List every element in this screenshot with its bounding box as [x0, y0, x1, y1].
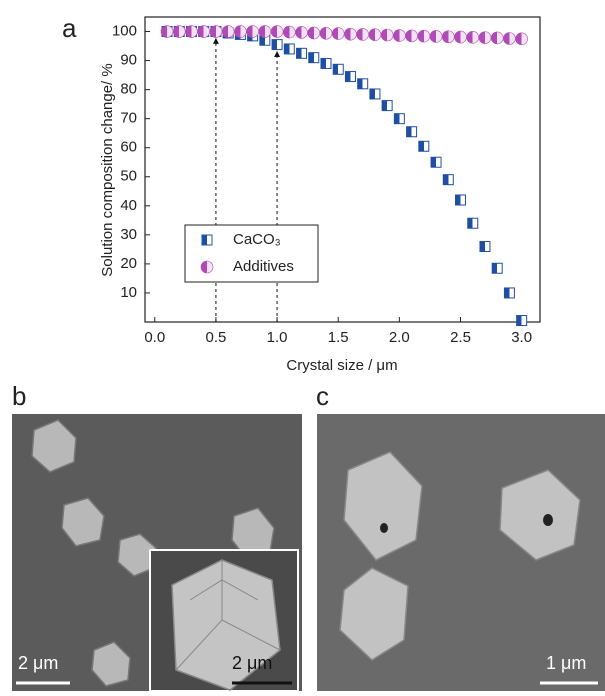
- pore: [380, 523, 388, 533]
- marker-circle: [503, 32, 515, 44]
- legend-label: CaCO₃: [233, 231, 281, 248]
- marker-circle: [418, 30, 430, 42]
- y-tick-label: 20: [120, 255, 137, 272]
- marker-square: [345, 72, 355, 82]
- marker-circle: [296, 26, 308, 38]
- y-tick-label: 50: [120, 168, 137, 185]
- marker-square: [394, 114, 404, 124]
- marker-square: [309, 53, 319, 63]
- marker-square: [492, 263, 502, 273]
- marker-circle: [210, 26, 222, 38]
- y-tick-label: 10: [120, 284, 137, 301]
- inset-scale-label: 2 μm: [232, 653, 272, 673]
- pore: [543, 514, 553, 526]
- x-tick-label: 0.5: [205, 329, 226, 346]
- marker-square: [480, 241, 490, 251]
- x-tick-label: 0.0: [144, 329, 165, 346]
- marker-circle: [381, 29, 393, 41]
- marker-circle: [173, 26, 185, 38]
- x-tick-label: 1.5: [328, 329, 349, 346]
- y-tick-label: 30: [120, 226, 137, 243]
- legend-marker: [202, 235, 212, 245]
- marker-circle: [516, 33, 528, 45]
- y-tick-label: 70: [120, 110, 137, 127]
- scale-label: 1 μm: [546, 653, 586, 673]
- panel-label: b: [12, 381, 26, 411]
- x-axis-label: Crystal size / μm: [286, 357, 397, 374]
- marker-square: [443, 175, 453, 185]
- marker-square: [431, 157, 441, 167]
- marker-circle: [271, 26, 283, 38]
- marker-square: [419, 141, 429, 151]
- marker-circle: [344, 28, 356, 40]
- panel-label: c: [316, 381, 329, 411]
- marker-square: [456, 195, 466, 205]
- marker-circle: [442, 31, 454, 43]
- marker-square: [321, 58, 331, 68]
- marker-square: [468, 218, 478, 228]
- marker-square: [333, 64, 343, 74]
- marker-circle: [467, 31, 479, 43]
- figure: a Solution composition change/ % Crystal…: [0, 0, 605, 691]
- marker-square: [297, 48, 307, 58]
- x-tick-label: 2.5: [450, 329, 471, 346]
- panel-c: c 1 μm: [316, 381, 605, 691]
- marker-circle: [393, 30, 405, 42]
- y-tick-label: 60: [120, 139, 137, 156]
- marker-circle: [479, 32, 491, 44]
- marker-circle: [491, 32, 503, 44]
- marker-circle: [247, 26, 259, 38]
- y-axis-label: Solution composition change/ %: [99, 63, 116, 276]
- x-tick-label: 1.0: [267, 329, 288, 346]
- panel-b: b 2 μm 2 μm: [12, 381, 302, 691]
- marker-circle: [357, 28, 369, 40]
- marker-circle: [283, 26, 295, 38]
- marker-circle: [430, 30, 442, 42]
- marker-circle: [369, 29, 381, 41]
- x-tick-label: 3.0: [511, 329, 532, 346]
- marker-square: [358, 79, 368, 89]
- marker-square: [407, 127, 417, 137]
- marker-square: [517, 316, 527, 326]
- marker-square: [284, 44, 294, 54]
- marker-circle: [259, 26, 271, 38]
- y-tick-label: 80: [120, 81, 137, 98]
- marker-circle: [161, 26, 173, 38]
- legend-label: Additives: [233, 258, 294, 275]
- marker-circle: [320, 27, 332, 39]
- marker-circle: [234, 26, 246, 38]
- marker-circle: [455, 31, 467, 43]
- marker-square: [382, 101, 392, 111]
- y-tick-label: 40: [120, 197, 137, 214]
- marker-square: [272, 40, 282, 50]
- page: {"chart_data": {"type": "scatter", "pane…: [0, 0, 605, 691]
- marker-circle: [222, 26, 234, 38]
- x-tick-label: 2.0: [389, 329, 410, 346]
- marker-circle: [308, 27, 320, 39]
- panel-label: a: [62, 13, 77, 43]
- y-tick-label: 100: [112, 22, 137, 39]
- y-tick-label: 90: [120, 52, 137, 69]
- marker-circle: [185, 26, 197, 38]
- scale-label: 2 μm: [18, 653, 58, 673]
- marker-circle: [406, 30, 418, 42]
- marker-square: [504, 288, 514, 298]
- marker-circle: [198, 26, 210, 38]
- marker-circle: [332, 28, 344, 40]
- chart-a: a Solution composition change/ % Crystal…: [62, 13, 540, 374]
- legend-marker: [201, 261, 213, 273]
- marker-square: [370, 89, 380, 99]
